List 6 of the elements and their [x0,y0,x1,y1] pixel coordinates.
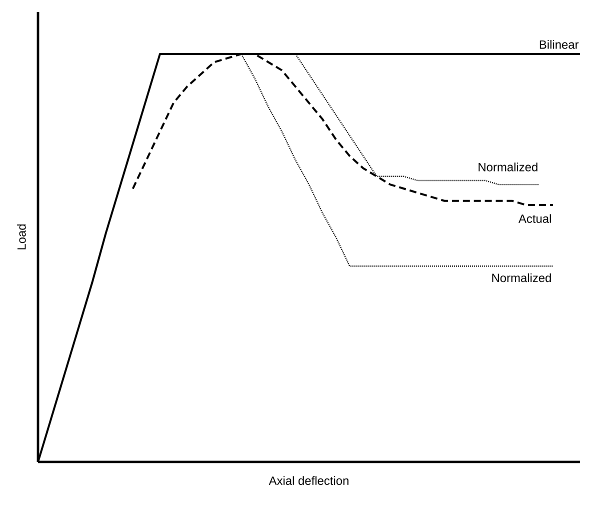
y-axis-title: Load [17,224,26,250]
x-axis-title: Axial deflection [268,476,348,485]
series-label: Actual [518,214,551,223]
series-label: Normalized [492,273,551,282]
series-label: Bilinear [540,40,579,49]
series-label: Normalized [478,162,538,172]
